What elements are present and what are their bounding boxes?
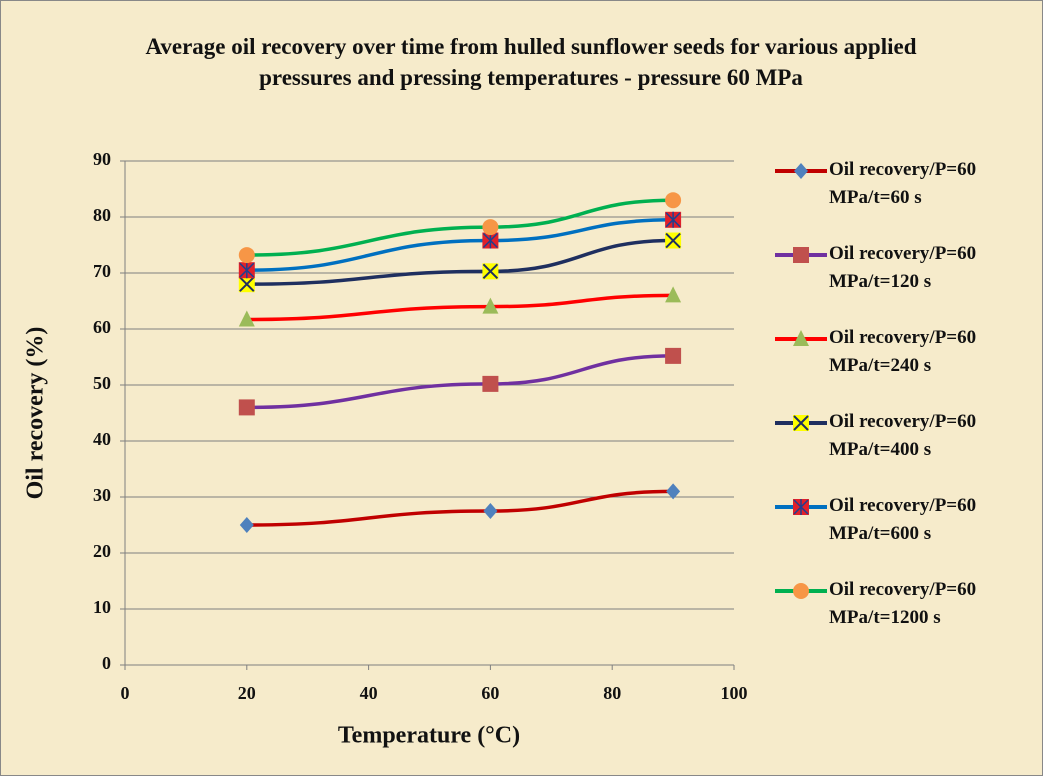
x-tick-label: 100 (721, 683, 748, 703)
legend-entry: Oil recovery/P=60 MPa/t=120 s (773, 240, 1038, 324)
x-tick-label: 20 (238, 683, 256, 703)
series-line (246, 354, 674, 410)
marker (482, 375, 499, 392)
marker (238, 247, 255, 264)
legend-swatch (775, 499, 827, 515)
legend-swatch (775, 415, 827, 431)
marker (665, 211, 682, 228)
legend-entry: Oil recovery/P=60 MPa/t=400 s (773, 408, 1038, 492)
y-tick-label: 30 (93, 485, 111, 505)
legend-swatch (775, 330, 827, 346)
legend-entry: Oil recovery/P=60 MPa/t=240 s (773, 324, 1038, 408)
chart-title: Average oil recovery over time from hull… (145, 34, 917, 90)
series-line (246, 238, 674, 286)
legend-label: Oil recovery/P=60 MPa/t=60 s (829, 159, 977, 208)
y-axis-label: Oil recovery (%) (23, 327, 49, 500)
marker (482, 219, 499, 236)
marker (665, 347, 682, 364)
marker-star (239, 262, 255, 279)
marker (238, 310, 255, 327)
marker (793, 415, 809, 431)
marker (482, 297, 499, 314)
marker (666, 483, 681, 500)
legend-label: Oil recovery/P=60 MPa/t=600 s (829, 495, 977, 544)
marker (793, 330, 809, 346)
legend-swatch (775, 583, 827, 599)
legend-label: Oil recovery/P=60 MPa/t=120 s (829, 243, 977, 292)
y-tick-label: 50 (93, 373, 111, 393)
marker (793, 583, 809, 599)
marker-x (239, 276, 255, 292)
marker (793, 247, 809, 263)
legend-label: Oil recovery/P=60 MPa/t=1200 s (829, 579, 977, 628)
marker (482, 232, 499, 249)
legend-entry: Oil recovery/P=60 MPa/t=60 s (773, 156, 1038, 240)
marker (665, 232, 682, 249)
y-tick-label: 60 (93, 317, 111, 337)
marker (665, 286, 682, 303)
legend-entry: Oil recovery/P=60 MPa/t=1200 s (773, 576, 1038, 660)
series-line (246, 489, 674, 527)
marker (238, 262, 255, 279)
y-tick-label: 70 (93, 261, 111, 281)
y-tick-label: 40 (93, 429, 111, 449)
plot: Temperature (°C) Oil recovery (%) 0 10 20 3… (23, 149, 748, 749)
y-tick-label: 80 (93, 205, 111, 225)
marker-x (665, 232, 681, 249)
legend-label: Oil recovery/P=60 MPa/t=240 s (829, 327, 977, 376)
marker (238, 276, 255, 293)
marker (793, 499, 809, 515)
y-tick-label: 20 (93, 541, 111, 561)
legend: Oil recovery/P=60 MPa/t=60 s Oil recovery… (773, 156, 1038, 660)
x-tick-label: 60 (481, 683, 499, 703)
marker-star (482, 232, 498, 249)
marker-star (665, 211, 681, 228)
marker (238, 399, 255, 416)
y-tick-label: 0 (102, 653, 111, 673)
marker (482, 263, 499, 280)
legend-swatch (775, 247, 827, 263)
y-tick-label: 10 (93, 597, 111, 617)
marker-star (793, 499, 809, 515)
x-tick-label: 0 (121, 683, 130, 703)
marker-x (482, 263, 499, 280)
legend-label: Oil recovery/P=60 MPa/t=400 s (829, 411, 977, 460)
marker (483, 503, 498, 519)
x-tick-label: 80 (603, 683, 621, 703)
x-tick-label: 40 (360, 683, 378, 703)
marker (794, 163, 808, 179)
marker (665, 192, 682, 209)
marker (239, 517, 254, 533)
marker-x (793, 415, 809, 431)
series-line (246, 293, 674, 322)
y-tick-label: 90 (93, 149, 111, 169)
x-axis-label: Temperature (°C) (338, 723, 520, 749)
legend-entry: Oil recovery/P=60 MPa/t=600 s (773, 492, 1038, 576)
legend-swatch (775, 163, 827, 179)
